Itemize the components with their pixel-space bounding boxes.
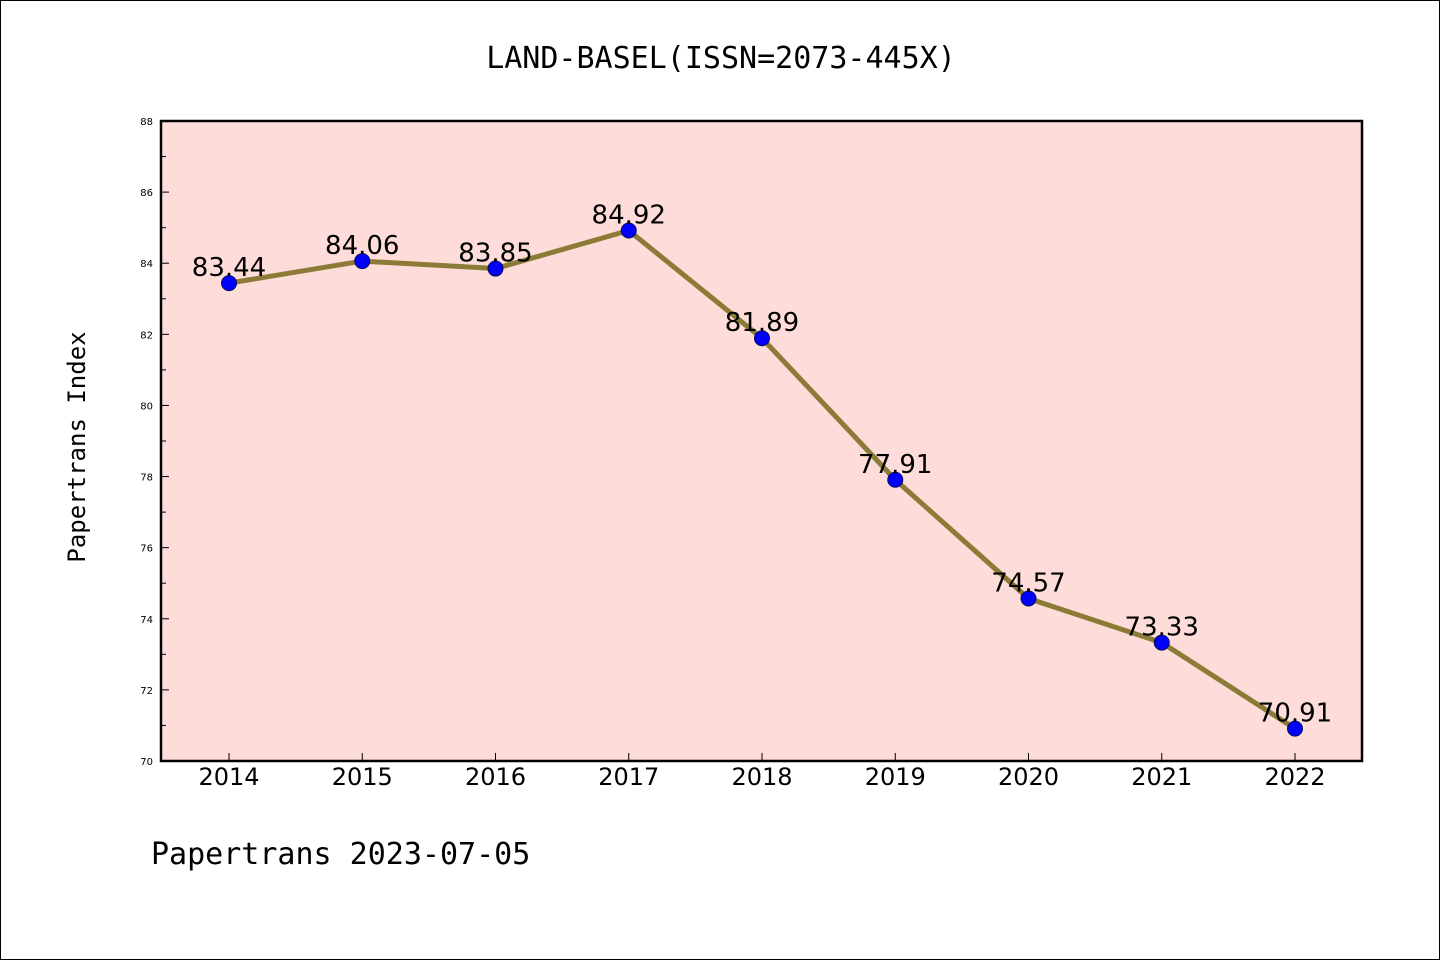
x-tick-label: 2022 [1264,763,1325,791]
x-tick-label: 2019 [865,763,926,791]
plot-border [159,119,1364,763]
footer-date: Papertrans 2023-07-05 [151,837,530,872]
y-tick-label: 78 [140,473,153,484]
x-axis-ticks: 2014 2015 2016 2017 2018 2019 2020 2021 2022 [198,753,1326,791]
data-label: 84.06 [325,231,399,261]
data-point [1153,634,1170,651]
data-label: 81.89 [725,308,799,338]
data-label: 77.91 [858,450,932,480]
x-tick-label: 2021 [1131,763,1192,791]
x-tick-label: 2017 [598,763,659,791]
data-point [221,275,237,292]
data-point [754,330,770,347]
y-tick-label: 72 [140,686,153,697]
x-tick-label: 2016 [465,763,526,791]
x-tick-label: 2018 [731,763,792,791]
data-point [487,260,504,277]
chart-title: LAND-BASEL(ISSN=2073-445X) [486,41,956,76]
y-tick-label: 76 [140,544,153,555]
y-tick-label: 86 [140,188,153,199]
data-label: 83.85 [458,239,532,269]
y-tick-label: 74 [140,615,153,626]
data-label: 70.91 [1258,699,1332,729]
data-label: 83.44 [192,253,266,283]
y-tick-label: 80 [140,401,153,412]
x-tick-label: 2015 [332,763,393,791]
data-label: 74.57 [991,569,1065,599]
y-axis-label: Papertrans Index [63,331,91,562]
data-point [1020,590,1037,607]
y-tick-label: 70 [140,757,153,768]
data-point [887,471,904,488]
series-index [221,222,1303,737]
data-point [354,253,371,270]
data-labels: 83.44 84.06 83.85 84.92 81.89 77.91 74.57 73.33… [192,201,1332,729]
plot-area [161,121,1362,761]
data-point [620,222,637,239]
data-point [1287,720,1303,737]
data-label: 84.92 [592,201,666,231]
y-tick-label: 84 [140,259,153,270]
y-tick-label: 88 [140,117,153,128]
x-tick-label: 2014 [198,763,259,791]
data-label: 73.33 [1125,613,1199,643]
y-tick-label: 82 [140,330,153,341]
x-tick-label: 2020 [998,763,1059,791]
